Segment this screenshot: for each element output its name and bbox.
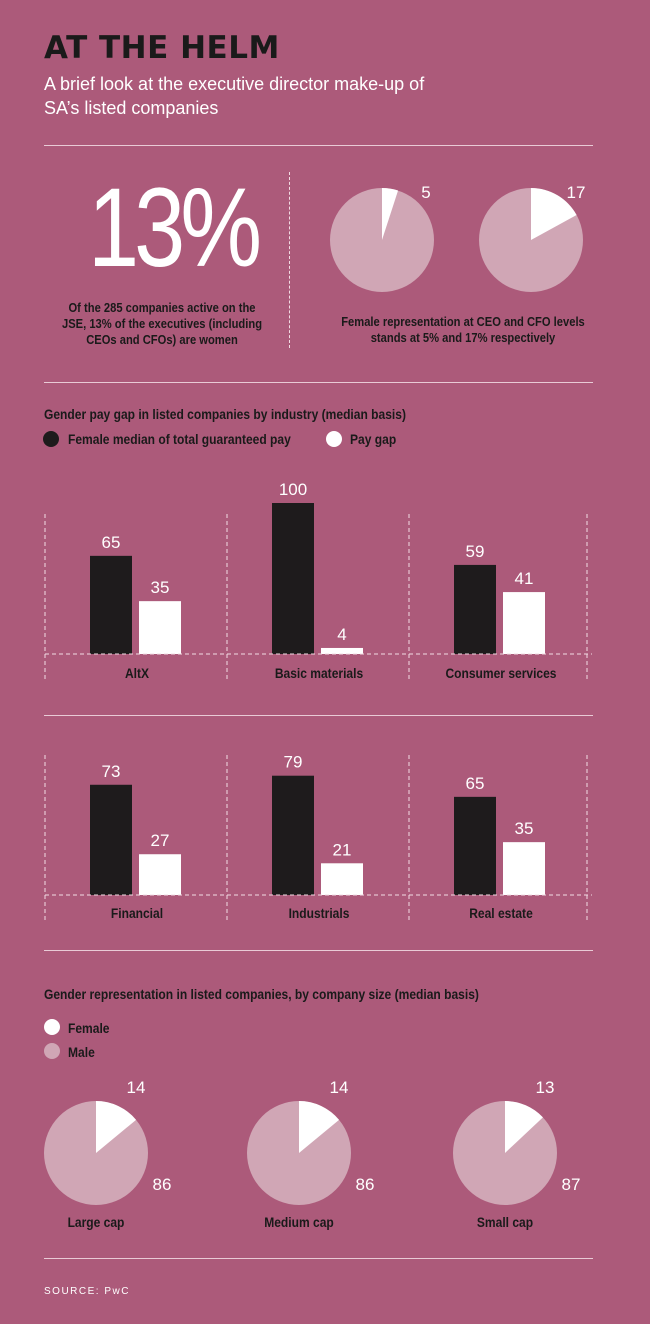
bar-gap-1 <box>321 647 363 654</box>
size-pie-male-label-1: 86 <box>356 1175 375 1194</box>
size-pie-2 <box>453 1101 557 1205</box>
cfo-pie-label: 17 <box>567 183 586 202</box>
stat-caption: Of the 285 companies active on the JSE, … <box>61 300 263 347</box>
bar-gap-2 <box>503 842 545 895</box>
source-note: SOURCE: PwC <box>44 1286 130 1297</box>
category-label-2: Consumer services <box>445 665 556 681</box>
bar-female-label-2: 59 <box>466 542 485 561</box>
pay-gap-title: Gender pay gap in listed companies by in… <box>44 406 406 422</box>
size-pies-chart: 14 86 Large cap 14 86 Medium cap 13 87 Small cap <box>44 1078 581 1230</box>
size-title: Gender representation in listed companie… <box>44 986 479 1002</box>
bar-female-0 <box>90 555 132 654</box>
bar-female-0 <box>90 784 132 895</box>
bar-gap-label-0: 35 <box>151 578 170 597</box>
size-pie-0-female-slice <box>96 1101 137 1153</box>
size-pie-category-2: Small cap <box>477 1214 533 1230</box>
size-pie-female-label-2: 13 <box>536 1078 555 1097</box>
bar-female-1 <box>272 775 314 895</box>
ceo-cfo-pies: 5 17 <box>330 183 586 292</box>
divider <box>44 950 593 951</box>
size-pie-female-label-1: 14 <box>330 1078 349 1097</box>
size-pie-0 <box>44 1101 148 1205</box>
ceo-pie <box>330 188 434 292</box>
category-label-0: Financial <box>111 905 163 921</box>
bar-gap-label-2: 35 <box>515 819 534 838</box>
size-pie-category-1: Medium cap <box>264 1214 334 1230</box>
bar-female-label-1: 100 <box>279 480 307 499</box>
divider <box>44 382 593 383</box>
page-title: AT THE HELM <box>44 30 280 66</box>
pay-gap-chart-1: 65 35 AltX 100 4 Basic materials 59 41 Consumer … <box>44 480 592 682</box>
size-pie-female-label-0: 14 <box>127 1078 146 1097</box>
category-label-0: AltX <box>125 665 149 681</box>
bar-gap-label-0: 27 <box>151 831 170 850</box>
headline-stat: 13% <box>88 165 262 290</box>
legend-female-swatch <box>44 1019 60 1035</box>
bar-female-label-0: 65 <box>102 533 121 552</box>
category-label-2: Real estate <box>469 905 533 921</box>
category-label-1: Basic materials <box>275 665 363 681</box>
pay-gap-chart-2: 73 27 Financial 79 21 Industrials 65 35 Real est… <box>44 753 592 923</box>
divider <box>44 1258 593 1259</box>
bar-female-2 <box>454 796 496 895</box>
legend-male-label: Male <box>68 1044 95 1060</box>
bar-female-label-2: 65 <box>466 774 485 793</box>
size-pie-male-label-0: 86 <box>153 1175 172 1194</box>
bar-gap-0 <box>139 854 181 895</box>
legend-female-label: Female <box>68 1020 110 1036</box>
bar-gap-label-1: 21 <box>333 840 352 859</box>
bar-gap-1 <box>321 863 363 895</box>
ceo-cfo-caption: Female representation at CEO and CFO lev… <box>341 314 585 345</box>
bar-gap-label-1: 4 <box>337 625 346 644</box>
legend-female-swatch <box>43 431 59 447</box>
bar-gap-0 <box>139 601 181 654</box>
section-divider <box>289 172 290 348</box>
bar-female-2 <box>454 564 496 654</box>
legend-gap-label: Pay gap <box>350 431 397 447</box>
legend-male-swatch <box>44 1043 60 1059</box>
size-pie-male-label-2: 87 <box>562 1175 581 1194</box>
size-pie-1-female-slice <box>299 1101 340 1153</box>
bar-female-label-1: 79 <box>284 753 303 772</box>
bar-female-1 <box>272 503 314 654</box>
bar-gap-2 <box>503 592 545 654</box>
cfo-pie <box>479 188 583 292</box>
page-subtitle: A brief look at the executive director m… <box>44 74 425 118</box>
ceo-pie-female-slice <box>382 188 399 240</box>
bar-gap-label-2: 41 <box>515 569 534 588</box>
cfo-pie-female-slice <box>531 188 577 240</box>
category-label-1: Industrials <box>289 905 350 921</box>
divider <box>44 715 593 716</box>
bar-female-label-0: 73 <box>102 762 121 781</box>
legend-female-label: Female median of total guaranteed pay <box>68 431 291 447</box>
ceo-pie-label: 5 <box>421 183 430 202</box>
size-pie-2-female-slice <box>505 1101 543 1153</box>
size-pie-1 <box>247 1101 351 1205</box>
legend-gap-swatch <box>326 431 342 447</box>
divider <box>44 145 593 146</box>
size-pie-category-0: Large cap <box>68 1214 125 1230</box>
